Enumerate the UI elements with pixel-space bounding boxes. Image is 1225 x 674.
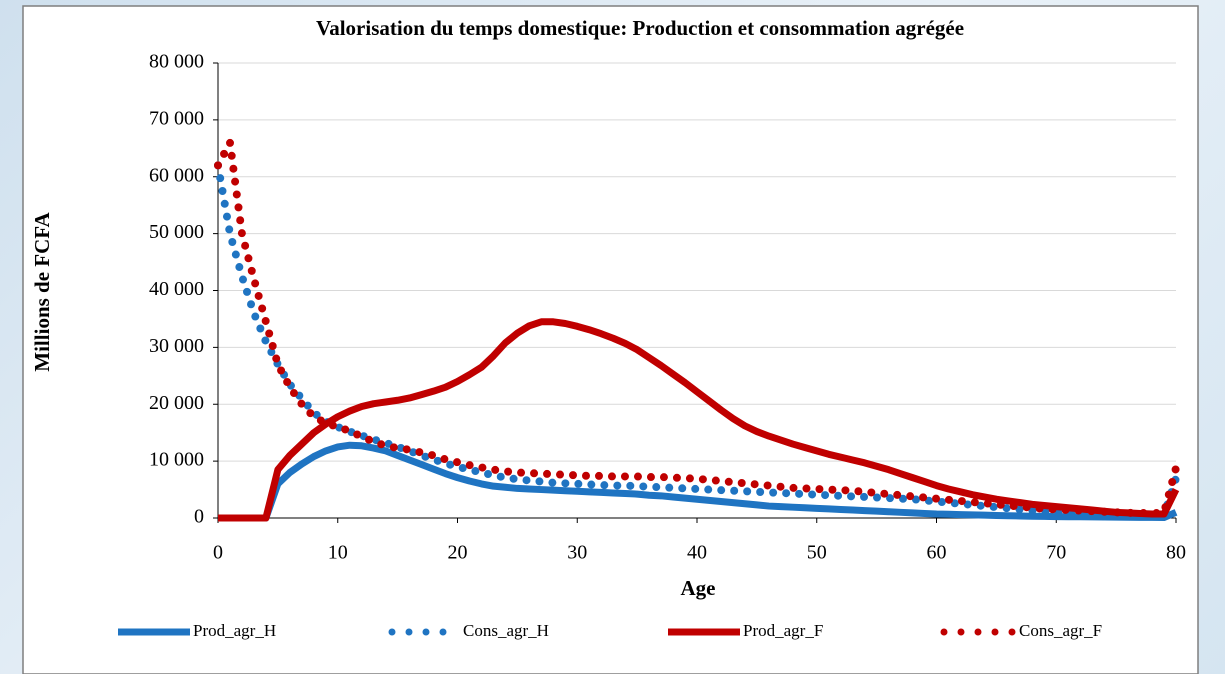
x-tick-label: 60 (927, 542, 947, 564)
series-line (218, 318, 1180, 522)
y-tick-label: 50 000 (149, 221, 204, 243)
y-tick-label: 10 000 (149, 449, 204, 471)
x-tick-label: 10 (328, 542, 348, 564)
legend-label: Prod_agr_F (743, 621, 823, 640)
y-tick-label: 80 000 (149, 51, 204, 73)
y-tick-label: 30 000 (149, 335, 204, 357)
y-tick-label: 40 000 (149, 278, 204, 300)
series-line (214, 161, 1180, 521)
x-axis-title: Age (681, 576, 716, 600)
x-tick-label: 40 (687, 542, 707, 564)
x-tick-label: 80 (1166, 542, 1186, 564)
y-tick-label: 70 000 (149, 107, 204, 129)
y-tick-label: 60 000 (149, 164, 204, 186)
x-tick-label: 30 (567, 542, 587, 564)
y-tick-label: 20 000 (149, 392, 204, 414)
y-tick-label: 0 (194, 506, 204, 528)
y-axis-title: Millions de FCFA (30, 211, 54, 371)
legend-label: Prod_agr_H (193, 621, 276, 640)
legend-label: Cons_agr_F (1019, 621, 1102, 640)
x-tick-label: 70 (1046, 542, 1066, 564)
series-line (218, 441, 1178, 522)
x-tick-label: 50 (807, 542, 827, 564)
series-line (214, 138, 1180, 518)
x-tick-label: 0 (213, 542, 223, 564)
chart-title: Valorisation du temps domestique: Produc… (316, 16, 964, 40)
legend-label: Cons_agr_H (463, 621, 549, 640)
x-tick-label: 20 (448, 542, 468, 564)
